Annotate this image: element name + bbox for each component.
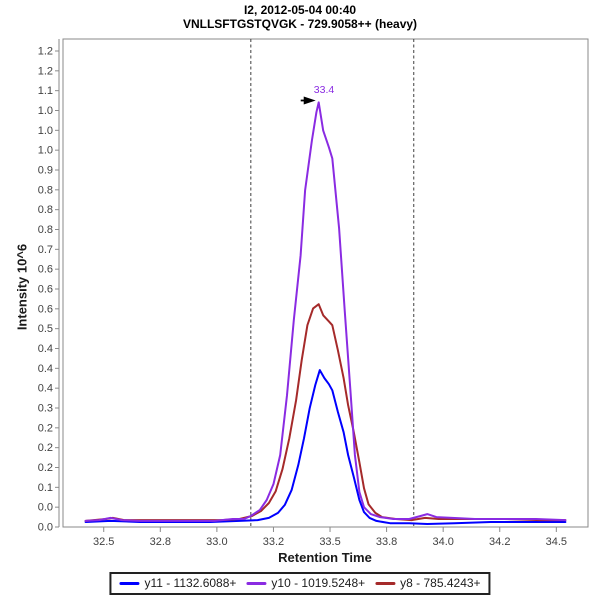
legend-swatch-y10 xyxy=(246,581,267,585)
y-tick-label: 0.6 xyxy=(38,303,53,315)
y-tick-label: 0.4 xyxy=(38,383,53,395)
y-tick-label: 1.0 xyxy=(38,105,53,117)
x-tick-label: 33.5 xyxy=(319,536,340,548)
y-tick-label: 0.6 xyxy=(38,264,53,276)
y-tick-label: 0.8 xyxy=(38,204,53,216)
chromatogram-trace-y8[interactable] xyxy=(84,303,567,522)
peak-rt-annotation: 33.4 xyxy=(313,84,335,96)
y-tick-label: 0.3 xyxy=(38,402,53,414)
legend-label-y11: y11 - 1132.6088+ xyxy=(144,576,237,590)
y-tick-label: 0.5 xyxy=(38,323,53,335)
chart-subtitle: VNLLSFTGSTQVGK - 729.9058++ (heavy) xyxy=(182,17,418,31)
y-tick-label: 0.2 xyxy=(38,462,53,474)
plot-frame xyxy=(62,38,589,528)
y-tick-label: 0.2 xyxy=(38,442,53,454)
legend-label-y10: y10 - 1019.5248+ xyxy=(271,576,366,590)
y-tick-label: 0.1 xyxy=(38,482,53,494)
chromatogram-trace-y10[interactable] xyxy=(84,101,567,522)
x-tick-label: 33.2 xyxy=(263,536,284,548)
x-tick-label: 34.5 xyxy=(546,536,567,548)
legend-label-y8: y8 - 785.4243+ xyxy=(400,576,481,590)
y-tick-label: 0.9 xyxy=(38,164,53,176)
y-tick-label: 1.2 xyxy=(38,45,53,57)
x-axis-title: Retention Time xyxy=(278,550,372,565)
y-tick-label: 0.2 xyxy=(38,422,53,434)
legend-item-y8: y8 - 785.4243+ xyxy=(375,576,481,590)
y-tick-label: 0.0 xyxy=(38,502,53,514)
legend-item-y11: y11 - 1132.6088+ xyxy=(119,576,236,590)
legend-swatch-y8 xyxy=(375,581,396,585)
x-tick-label: 34.0 xyxy=(432,536,453,548)
y-tick-label: 1.1 xyxy=(38,85,53,97)
y-tick-label: 0.0 xyxy=(38,522,53,534)
x-tick-label: 34.2 xyxy=(489,536,510,548)
x-tick-label: 33.0 xyxy=(206,536,227,548)
legend-item-y10: y10 - 1019.5248+ xyxy=(246,576,365,590)
y-tick-label: 1.0 xyxy=(38,145,53,157)
chromatogram-trace-y11[interactable] xyxy=(84,369,567,525)
x-tick-label: 33.8 xyxy=(376,536,397,548)
y-tick-label: 0.8 xyxy=(38,184,53,196)
chart-title: I2, 2012-05-04 00:40 xyxy=(243,3,357,17)
x-tick-label: 32.8 xyxy=(150,536,171,548)
y-tick-label: 0.8 xyxy=(38,224,53,236)
y-tick-label: 0.7 xyxy=(38,244,53,256)
y-tick-label: 0.4 xyxy=(38,363,53,375)
y-tick-label: 1.0 xyxy=(38,125,53,137)
legend-swatch-y11 xyxy=(119,581,140,585)
y-tick-label: 0.6 xyxy=(38,283,53,295)
x-tick-label: 32.5 xyxy=(93,536,114,548)
peak-arrow-icon xyxy=(303,96,316,105)
legend: y11 - 1132.6088+ y10 - 1019.5248+ y8 - 7… xyxy=(109,572,491,595)
y-tick-label: 0.4 xyxy=(38,343,53,355)
y-tick-label: 1.2 xyxy=(38,65,53,77)
